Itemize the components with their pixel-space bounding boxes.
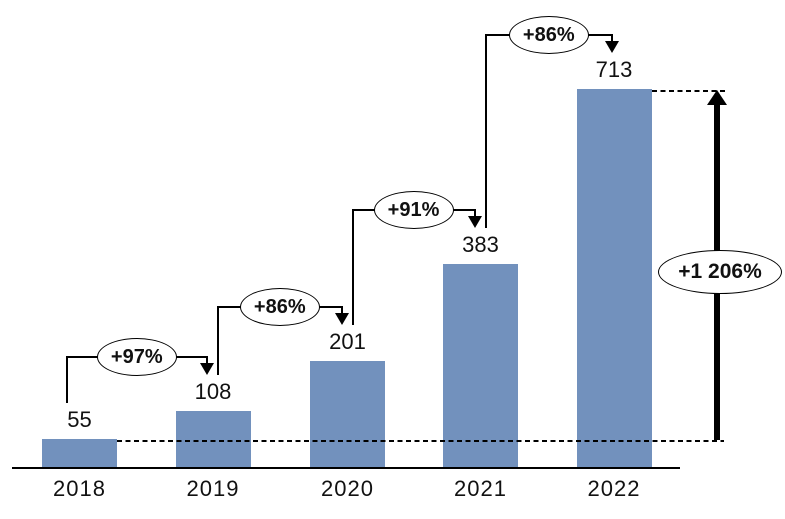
total-growth-arrowhead-up-icon [707, 90, 727, 105]
bar-value-label: 108 [194, 379, 232, 404]
bar-2018 [42, 439, 117, 468]
connector-start-line [351, 209, 354, 325]
connector-arrowhead-down-icon [334, 313, 349, 325]
x-axis-tick-label: 2022 [587, 476, 641, 501]
x-axis-tick-label: 2020 [321, 476, 374, 501]
x-axis-tick-label: 2018 [53, 476, 106, 501]
connector-arrowhead-down-icon [605, 41, 619, 53]
top-dashed-line [651, 90, 726, 92]
connector-arrowhead-down-icon [467, 216, 482, 228]
growth-percentage-ellipse: +91% [373, 191, 454, 229]
bar-value-label: 383 [462, 232, 499, 257]
connector-end-line [611, 34, 613, 41]
x-axis-line [12, 467, 680, 469]
bar-value-label: 713 [595, 57, 633, 82]
connector-start-line [65, 356, 68, 403]
bar-2022 [576, 89, 652, 468]
total-growth-ellipse: +1 206% [658, 250, 782, 294]
x-axis-tick-label: 2021 [454, 476, 507, 501]
growth-percentage-ellipse: +97% [96, 338, 177, 376]
bar-2019 [175, 411, 251, 468]
connector-start-line [484, 34, 487, 228]
connector-end-line [473, 209, 476, 216]
bar-value-label: 55 [67, 407, 92, 432]
connector-arrowhead-down-icon [200, 363, 214, 375]
baseline-dashed-line [117, 440, 724, 442]
x-axis-tick-label: 2019 [186, 476, 240, 501]
bar-2021 [443, 264, 518, 468]
connector-end-line [340, 306, 343, 313]
connector-start-line [217, 306, 219, 375]
connector-end-line [206, 356, 208, 363]
bar-2020 [310, 361, 385, 468]
bar-value-label: 201 [329, 329, 366, 354]
growth-percentage-ellipse: +86% [239, 288, 320, 326]
growth-percentage-ellipse: +86% [508, 16, 589, 54]
